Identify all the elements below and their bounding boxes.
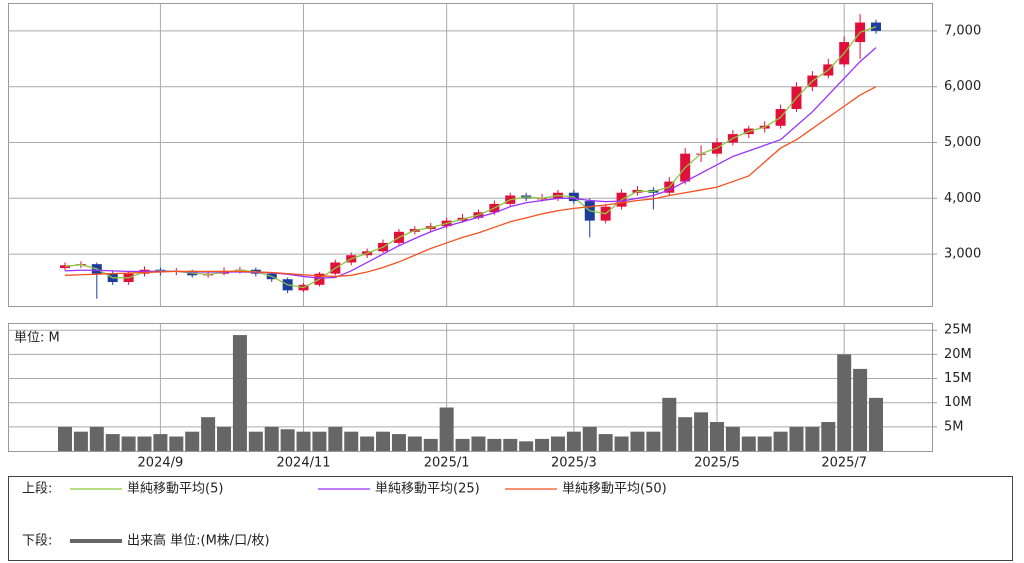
y-tick-label: 15M <box>944 371 972 386</box>
y-tick-label: 3,000 <box>944 247 981 262</box>
y-tick-label: 5M <box>944 419 964 434</box>
volume-bar <box>391 434 406 451</box>
volume-bar <box>805 426 820 451</box>
volume-bar <box>296 431 311 451</box>
volume-bar <box>376 431 391 451</box>
volume-bar <box>789 426 804 451</box>
volume-bar <box>741 436 756 451</box>
volume-bar <box>73 431 88 451</box>
legend-label: 上段: <box>22 482 52 497</box>
legend-entry: 出来高 単位:(M株/口/枚) <box>127 533 270 549</box>
x-tick-label: 2025/1 <box>424 456 470 471</box>
volume-bar <box>678 417 693 451</box>
moving-average-line <box>64 86 877 278</box>
y-tick-label: 20M <box>944 347 972 362</box>
volume-bar <box>248 431 263 451</box>
volume-bar <box>598 434 613 451</box>
x-tick-label: 2024/11 <box>277 456 331 471</box>
y-tick-label: 6,000 <box>944 79 981 94</box>
volume-bar <box>344 431 359 451</box>
volume-bar <box>869 397 883 451</box>
legend-label: 下段: <box>22 534 52 549</box>
volume-bar <box>169 436 184 451</box>
volume-bar <box>407 436 422 451</box>
volume-bar <box>455 438 470 451</box>
x-tick-label: 2024/9 <box>138 456 184 471</box>
volume-bar <box>503 438 518 451</box>
volume-bar <box>360 436 375 451</box>
y-tick-label: 5,000 <box>944 135 981 150</box>
volume-bar <box>725 426 740 451</box>
volume-bar <box>58 426 72 451</box>
volume-bar <box>89 426 104 451</box>
volume-bar <box>185 431 200 451</box>
volume-bar <box>550 436 565 451</box>
volume-bar <box>312 431 327 451</box>
volume-panel <box>8 323 933 452</box>
volume-bar <box>709 422 724 451</box>
price-panel <box>8 3 933 307</box>
legend-entry: 単純移動平均(5) <box>127 481 223 497</box>
volume-bar <box>487 438 502 451</box>
volume-bar <box>853 368 868 451</box>
y-tick-label: 4,000 <box>944 191 981 206</box>
legend-entry: 単純移動平均(50) <box>562 481 667 497</box>
volume-bar <box>105 434 120 451</box>
volume-bar <box>582 426 597 451</box>
y-tick-label: 25M <box>944 323 972 338</box>
volume-bar <box>471 436 486 451</box>
moving-average-line <box>64 26 877 289</box>
volume-bar <box>328 426 343 451</box>
volume-bar <box>280 429 295 451</box>
volume-bar <box>201 417 216 451</box>
volume-bar <box>264 426 279 451</box>
volume-bar <box>630 431 645 451</box>
volume-bar <box>232 335 247 451</box>
candle-body <box>60 265 70 269</box>
volume-bar <box>694 412 709 451</box>
volume-bar <box>837 354 852 451</box>
legend-entry: 単純移動平均(25) <box>375 481 480 497</box>
volume-bar <box>757 436 772 451</box>
volume-bar <box>153 434 168 451</box>
volume-bar <box>217 426 232 451</box>
x-tick-label: 2025/3 <box>551 456 597 471</box>
volume-bar <box>519 441 534 451</box>
volume-bar <box>662 397 677 451</box>
x-tick-label: 2025/7 <box>821 456 867 471</box>
volume-bar <box>137 436 152 451</box>
unit-label: 単位: M <box>14 330 60 346</box>
volume-bar <box>439 407 454 451</box>
volume-bar <box>535 438 550 451</box>
volume-bar <box>646 431 661 451</box>
volume-bar <box>821 422 836 451</box>
volume-bar <box>423 438 438 451</box>
volume-bar <box>121 436 136 451</box>
volume-bar <box>773 431 788 451</box>
legend-box <box>8 476 1013 561</box>
volume-bar <box>614 436 629 451</box>
y-tick-label: 10M <box>944 395 972 410</box>
volume-bar <box>566 431 581 451</box>
moving-average-line <box>64 47 877 279</box>
x-tick-label: 2025/5 <box>694 456 740 471</box>
y-tick-label: 7,000 <box>944 23 981 38</box>
